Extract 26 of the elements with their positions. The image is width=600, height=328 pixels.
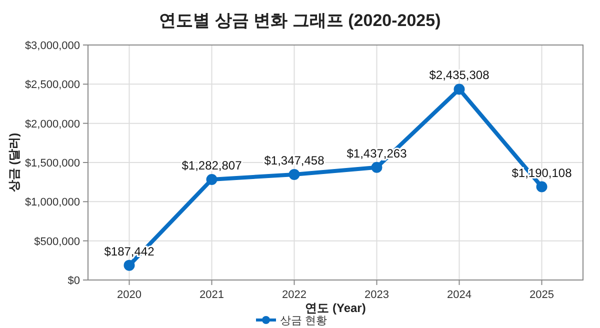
y-tick-label: $1,500,000: [24, 158, 80, 170]
x-tick-label: 2023: [364, 289, 389, 301]
y-tick-label: $2,500,000: [24, 79, 80, 92]
data-label: $1,282,807: [182, 158, 242, 173]
point: [454, 84, 465, 95]
y-axis-title: 상금 (달러): [7, 132, 21, 194]
data-label: $1,347,458: [264, 153, 325, 168]
point: [536, 181, 548, 192]
y-tick-label: $0: [68, 275, 80, 287]
x-tick-label: 2021: [200, 289, 224, 301]
x-tick-label: 2020: [117, 289, 142, 301]
point: [288, 168, 300, 180]
y-tick-label: $2,000,000: [24, 118, 80, 130]
legend-label: 상금 현황: [280, 315, 328, 327]
point: [371, 162, 382, 173]
x-tick-label: 2022: [282, 289, 306, 301]
point: [124, 260, 135, 271]
x-tick-label: 2024: [447, 289, 472, 301]
point: [206, 174, 218, 186]
y-tick-label: $500,000: [34, 236, 80, 248]
y-tick-label: $1,000,000: [24, 196, 80, 209]
x-axis-title: 연도 (Year): [305, 301, 366, 315]
y-tick-label: $3,000,000: [24, 40, 80, 52]
chart-title: 연도별 상금 변화 그래프 (2020-2025): [159, 11, 441, 30]
data-label: $2,435,308: [429, 68, 490, 82]
x-tick-label: 2025: [530, 289, 554, 301]
